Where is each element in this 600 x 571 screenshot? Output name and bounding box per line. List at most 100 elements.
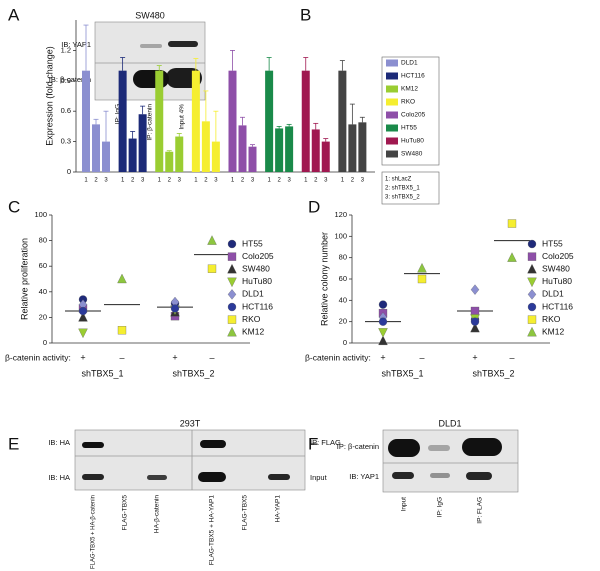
point [470,284,480,295]
x-tick-label: 3 [104,178,108,184]
legend-marker [227,289,237,300]
panel-letter: B [300,5,311,24]
legend-marker [227,263,237,274]
bar [321,141,330,172]
x-tick-label: 1 [84,178,88,184]
row-label: IB: YAP1 [349,472,379,481]
blot-band [82,474,104,480]
x-tick-label: + [380,352,385,362]
point [417,274,427,284]
blot-band [82,442,104,448]
x-tick-label: – [209,352,214,362]
legend-swatch [386,124,398,132]
x-tick-label: + [80,352,85,362]
row-label: IP: β-catenin [337,442,379,451]
error-bar [266,57,272,71]
point [170,304,180,313]
lane-label: FLAG-TBX5 + HA-YAP1 [209,495,216,566]
x-tick-label: 2 [241,178,245,184]
bar [301,70,310,172]
legend-marker [227,239,237,249]
x-tick-label: + [472,352,477,362]
y-axis-label: Relative proliferation [19,238,29,320]
legend-label: HuTu80 [242,276,272,286]
x-tick-label: 3 [361,178,365,184]
legend-label: HuTu80 [401,138,424,145]
panel-letter: F [308,434,318,453]
blot-background [74,429,306,491]
x-tick-label: – [509,352,514,362]
error-bar [156,65,162,71]
error-bar [213,110,219,142]
error-bar [323,138,329,142]
x-tick-label: 1 [304,178,308,184]
point [78,312,88,322]
lane-label: FLAG-TBX5 [122,495,129,531]
y-tick-label: 0.6 [61,106,71,115]
point [507,252,517,262]
error-bar [93,118,99,125]
key-box [381,171,440,205]
point [207,235,217,245]
point [470,306,480,316]
lane-label: FLAG-TBX5 [242,495,249,531]
point [78,328,88,339]
bar [228,70,237,172]
y-tick-label: 0 [67,167,71,176]
legend-label: RKO [542,314,561,324]
legend-label: RKO [242,314,261,324]
x-tick-label: 2 [131,178,135,184]
blot-band [133,70,169,88]
blot-band [430,473,450,478]
y-tick-label: 40 [39,287,47,296]
legend-label: HuTu80 [542,276,572,286]
bar [175,136,184,172]
x-tick-label: 2 [351,178,355,184]
bar [358,122,367,172]
legend-label: HCT116 [401,73,425,80]
blot-band [392,472,414,479]
lane-label: IP: IgG [115,104,122,124]
blot-band [200,440,226,448]
legend-marker [227,302,237,312]
legend-marker [527,252,537,261]
legend-marker [527,315,537,324]
x-tick-label: 2 [277,178,281,184]
legend-swatch [386,85,398,93]
x-group-label: shTBX5_1 [381,368,423,378]
error-bar [140,105,146,115]
legend-label: DLD1 [542,289,564,299]
y-tick-label: 60 [339,274,347,283]
legend-swatch [386,137,398,145]
row-label: IB: HA [48,473,70,482]
point [78,306,88,316]
legend-label: RKO [401,99,415,106]
error-bar [313,122,319,130]
x-group-label: shTBX5_2 [172,368,214,378]
blot-band [198,472,226,482]
error-bar [83,24,89,71]
x-tick-label: 1 [267,178,271,184]
bar [338,70,347,172]
x-tick-label: 3 [178,178,182,184]
lane-label: IP: IgG [437,497,444,517]
x-tick-label: 3 [324,178,328,184]
error-bar [103,110,109,142]
row-label: IB: HA [48,438,70,447]
legend-label: HCT116 [242,301,273,311]
point [417,262,427,273]
legend-label: SW480 [242,263,270,273]
legend-label: SW480 [542,263,570,273]
bar [311,129,320,172]
y-tick-label: 20 [39,312,47,321]
legend-marker [527,277,537,288]
legend-swatch [386,72,398,80]
lane-label: Input 4% [179,104,186,130]
legend-marker [527,239,537,249]
point [378,328,388,338]
x-tick-label: 1 [121,178,125,184]
error-bar [240,116,245,126]
legend-swatch [386,59,398,67]
legend-label: Colo205 [542,251,574,261]
